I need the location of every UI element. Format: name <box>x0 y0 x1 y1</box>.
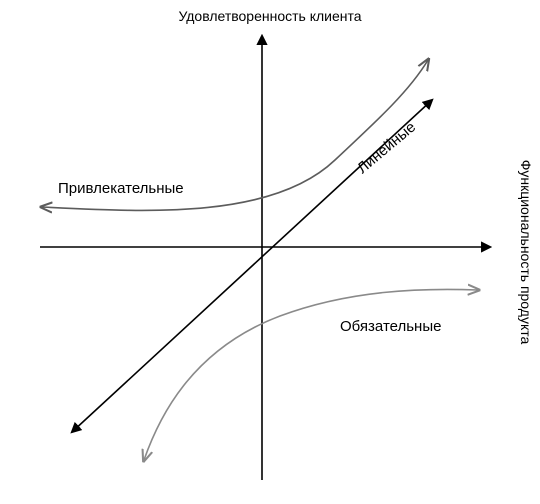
attractive-label: Привлекательные <box>58 180 184 197</box>
mandatory-curve <box>144 289 478 460</box>
mandatory-label: Обязательные <box>340 318 441 335</box>
kano-diagram: Удовлетворенность клиента Функциональнос… <box>0 0 540 504</box>
y-axis-title: Удовлетворенность клиента <box>178 8 361 24</box>
x-axis-title: Функциональность продукта <box>518 160 534 345</box>
diagram-svg <box>0 0 540 504</box>
